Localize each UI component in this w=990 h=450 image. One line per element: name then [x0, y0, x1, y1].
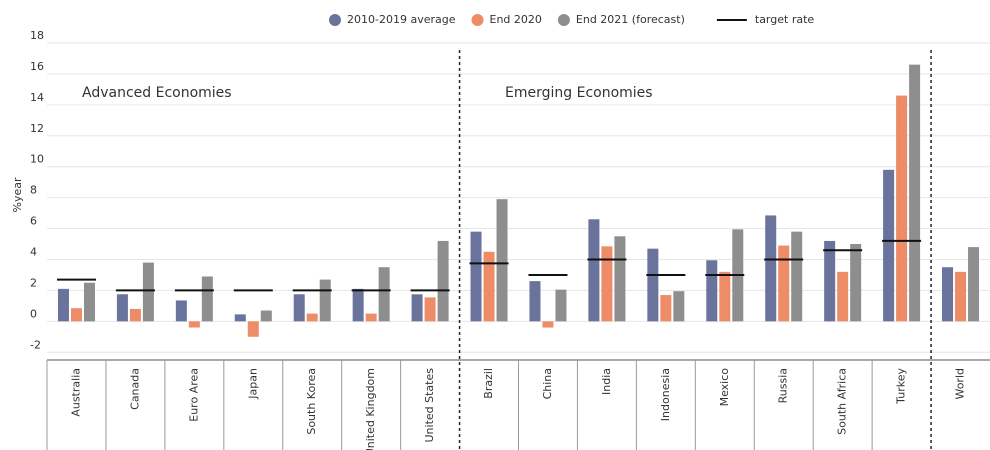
- bar: [601, 246, 613, 322]
- group-label: Emerging Economies: [505, 85, 653, 101]
- bar: [968, 247, 980, 322]
- bar: [706, 260, 718, 322]
- bar: [588, 219, 600, 322]
- x-tick-label: Canada: [128, 368, 141, 410]
- legend-label: target rate: [755, 13, 815, 26]
- x-tick-label: India: [600, 368, 613, 395]
- legend-swatch: [557, 14, 570, 26]
- bar: [614, 236, 626, 322]
- bar: [201, 276, 213, 322]
- bar: [496, 199, 508, 322]
- x-tick-label: South Africa: [836, 368, 849, 435]
- x-tick-label: South Korea: [305, 368, 318, 435]
- bar: [365, 313, 377, 322]
- bar: [424, 297, 436, 322]
- x-tick-label: World: [954, 368, 967, 400]
- bar: [306, 313, 318, 322]
- bar: [260, 310, 272, 322]
- y-tick-label: 18: [30, 29, 44, 42]
- y-tick-label: 0: [30, 307, 37, 320]
- bar: [378, 267, 390, 322]
- y-tick-label: 2: [30, 276, 37, 289]
- bar: [175, 300, 187, 322]
- y-tick-label: 10: [30, 153, 44, 166]
- bar: [896, 95, 908, 322]
- x-tick-label: Turkey: [895, 368, 908, 405]
- bar: [83, 282, 95, 322]
- y-tick-label: -2: [30, 338, 41, 351]
- bar: [188, 321, 200, 328]
- bar: [437, 240, 449, 322]
- bar: [883, 169, 895, 322]
- y-tick-label: 6: [30, 215, 37, 228]
- bar: [57, 288, 69, 322]
- bar: [955, 271, 967, 322]
- legend-swatch: [329, 14, 341, 26]
- bar: [411, 294, 423, 322]
- bar: [352, 288, 364, 322]
- bar: [142, 262, 154, 322]
- bar: [319, 279, 331, 322]
- bar: [719, 271, 731, 322]
- x-tick-label: China: [541, 368, 554, 399]
- x-tick-label: Indonesia: [659, 368, 672, 421]
- legend-label: End 2021 (forecast): [576, 13, 685, 26]
- bar: [247, 321, 259, 337]
- x-tick-label: Brazil: [482, 368, 495, 399]
- bar: [660, 295, 672, 322]
- x-tick-label: Australia: [69, 368, 82, 417]
- x-tick-label: United States: [423, 368, 436, 443]
- bar: [837, 271, 849, 322]
- bar: [647, 248, 659, 322]
- bar: [70, 308, 82, 322]
- bar: [778, 245, 790, 322]
- bar: [673, 291, 685, 322]
- bar: [555, 289, 567, 322]
- y-tick-label: 16: [30, 60, 44, 73]
- group-label: Advanced Economies: [82, 85, 232, 101]
- legend-label: End 2020: [490, 13, 542, 26]
- y-tick-label: 8: [30, 184, 37, 197]
- x-tick-label: United Kingdom: [364, 368, 377, 450]
- x-tick-label: Russia: [777, 368, 790, 403]
- bar: [909, 64, 921, 322]
- y-tick-label: 4: [30, 245, 37, 258]
- bar: [116, 294, 128, 322]
- bar: [765, 215, 777, 322]
- bar: [293, 294, 305, 322]
- bar: [483, 251, 495, 322]
- bar: [470, 231, 482, 322]
- x-tick-label: Mexico: [718, 368, 731, 407]
- legend-label: 2010-2019 average: [347, 13, 456, 26]
- y-tick-label: 14: [30, 91, 44, 104]
- bar: [850, 244, 862, 322]
- x-tick-label: Euro Area: [187, 368, 200, 422]
- y-tick-label: 12: [30, 122, 44, 135]
- bar: [542, 321, 554, 328]
- bar: [791, 231, 803, 322]
- x-tick-label: Japan: [246, 368, 259, 400]
- bar: [129, 308, 141, 322]
- y-axis-label: %year: [11, 177, 24, 212]
- bar: [234, 314, 246, 322]
- bar: [942, 267, 954, 322]
- bar: [824, 240, 836, 322]
- legend-swatch: [471, 14, 484, 26]
- bar: [529, 281, 541, 322]
